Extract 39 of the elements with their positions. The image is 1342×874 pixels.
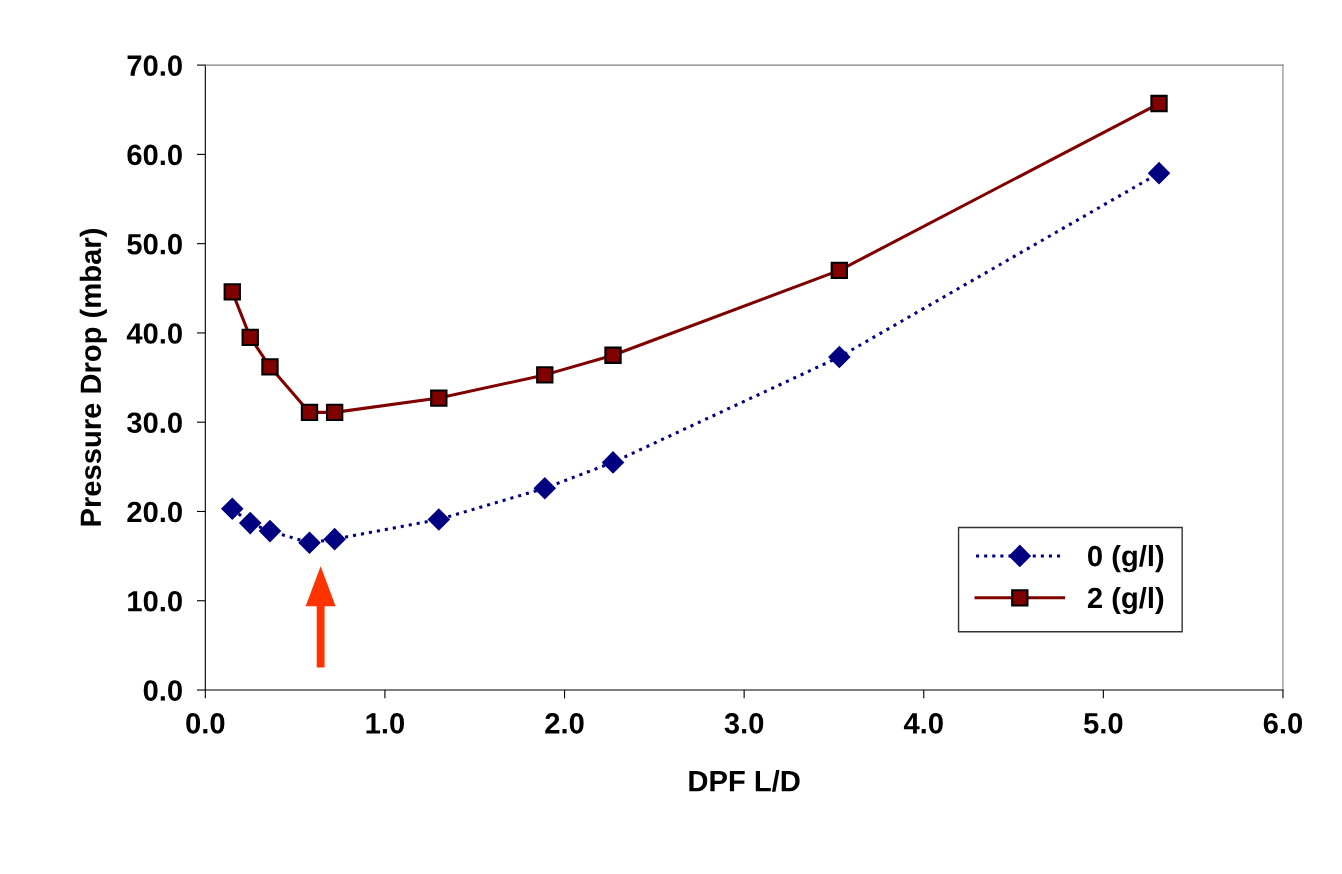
legend-label: 0 (g/l) [1088, 544, 1164, 573]
point [830, 261, 849, 280]
x-tick-label: 3.0 [724, 713, 764, 734]
x-tick-label: 6.0 [1263, 713, 1303, 734]
x-tick-label: 0.0 [186, 713, 225, 734]
y-tick-label: 60.0 [127, 144, 182, 166]
point [1148, 162, 1170, 184]
y-axis-title: Pressure Drop (mbar) [79, 229, 107, 526]
point [427, 508, 450, 531]
point [323, 528, 346, 551]
point [221, 497, 244, 520]
legend-label: 2 (g/l) [1087, 586, 1164, 615]
y-tick-label: 20.0 [127, 501, 182, 523]
y-tick-label: 50.0 [127, 233, 182, 255]
point [536, 366, 554, 384]
x-axis-title: DPF L/D [689, 769, 800, 792]
point [259, 520, 281, 542]
x-tick-label: 2.0 [545, 713, 584, 734]
x-tick-label: 4.0 [903, 713, 943, 734]
y-tick-label: 70.0 [127, 55, 182, 76]
point [298, 531, 321, 554]
point [261, 358, 279, 376]
x-tick-label: 5.0 [1083, 713, 1123, 734]
point [604, 346, 622, 364]
y-tick-label: 40.0 [126, 323, 182, 344]
point [239, 512, 262, 534]
point [430, 389, 448, 407]
point [325, 403, 344, 422]
y-tick-label: 30.0 [127, 412, 182, 434]
x-tick-label: 1.0 [366, 713, 405, 734]
point [223, 283, 241, 301]
y-tick-label: 10.0 [128, 590, 182, 612]
y-tick-label: 0.0 [143, 680, 182, 701]
point [602, 451, 624, 474]
point [533, 477, 556, 500]
point [1150, 94, 1168, 113]
point [828, 346, 851, 368]
point [300, 403, 319, 422]
point [241, 328, 259, 347]
